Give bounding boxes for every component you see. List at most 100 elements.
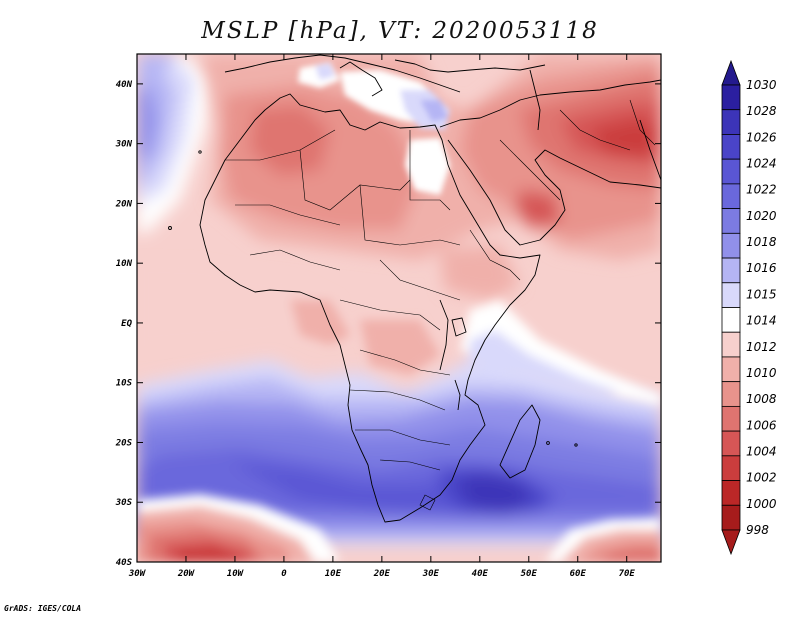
lon-tick-label: 30W bbox=[128, 569, 147, 579]
lat-tick-label: 20S bbox=[115, 438, 133, 448]
credit-label: GrADS: IGES/COLA bbox=[4, 604, 82, 613]
lat-tick-label: EQ bbox=[121, 319, 132, 329]
border-sahel-1 bbox=[299, 149, 411, 211]
atlantic-high bbox=[137, 54, 215, 235]
colorbar-label: 1016 bbox=[746, 261, 777, 275]
border-central-1 bbox=[379, 259, 461, 301]
longitude-axis: 30W 20W 10W 0 10E 20E 30E 40E 50E 60E 70E bbox=[128, 54, 636, 579]
lat-tick-label: 30S bbox=[115, 498, 133, 508]
caspian-coast bbox=[529, 69, 541, 131]
border-south-3 bbox=[379, 459, 441, 471]
colorbar-swatch bbox=[721, 455, 741, 481]
colorbar-swatch bbox=[721, 405, 741, 432]
colorbar-label: 1028 bbox=[746, 104, 777, 118]
colorbar-label: 1000 bbox=[746, 497, 777, 511]
italy-coast bbox=[339, 61, 383, 97]
border-west-africa bbox=[235, 204, 341, 226]
colorbar-swatch bbox=[721, 331, 741, 358]
lat-tick-label: 40N bbox=[116, 80, 133, 90]
lon-tick-label: 10E bbox=[325, 569, 342, 579]
colorbar-swatch bbox=[721, 109, 741, 135]
border-central-asia bbox=[629, 99, 656, 146]
island-canaries bbox=[198, 150, 202, 154]
africa-coastline bbox=[199, 93, 541, 523]
island-cape-verde bbox=[168, 226, 172, 230]
equatorial-band bbox=[137, 260, 661, 405]
colorbar-label: 998 bbox=[746, 523, 769, 537]
lon-tick-label: 30E bbox=[422, 569, 440, 579]
lon-tick-label: 70E bbox=[619, 569, 636, 579]
border-central-3 bbox=[359, 349, 451, 376]
middle-east-coast-north bbox=[439, 79, 661, 128]
colorbar-label: 1026 bbox=[746, 130, 777, 144]
island-reunion bbox=[574, 443, 578, 447]
colorbar-swatch bbox=[721, 381, 741, 407]
border-central-2 bbox=[339, 299, 441, 331]
colorbar-swatch bbox=[721, 430, 741, 457]
colorbar-label: 1024 bbox=[746, 157, 777, 171]
mediterranean-patches bbox=[298, 62, 450, 195]
colorbar-swatch bbox=[721, 208, 741, 234]
southern-high-belt bbox=[137, 345, 661, 545]
colorbar-label: 1030 bbox=[746, 78, 777, 92]
border-south-2 bbox=[355, 429, 451, 446]
colorbar-label: 1012 bbox=[746, 340, 777, 354]
colorbar-label: 1014 bbox=[746, 314, 777, 328]
colorbar-label: 1020 bbox=[746, 209, 777, 223]
border-arabia bbox=[499, 139, 561, 201]
lon-tick-label: 20W bbox=[177, 569, 196, 579]
border-gulf-guinea bbox=[249, 249, 341, 271]
colorbar-label: 1008 bbox=[746, 392, 777, 406]
island-mauritius bbox=[546, 441, 550, 445]
latitude-axis: 40N 30N 20N 10N EQ 10S 20S 30S 40S bbox=[115, 80, 661, 568]
colorbar-swatch bbox=[721, 307, 741, 333]
plot-frame bbox=[136, 53, 662, 563]
map-title: MSLP [hPa], VT: 2020053118 bbox=[201, 18, 599, 44]
coastlines bbox=[168, 54, 661, 523]
colorbar-label: 1006 bbox=[746, 418, 777, 432]
colorbar-swatch bbox=[721, 134, 741, 160]
colorbar-bottom-arrow bbox=[721, 529, 741, 556]
lat-tick-label: 30N bbox=[115, 140, 133, 150]
colorbar-label: 1010 bbox=[746, 366, 777, 380]
border-egypt-sudan bbox=[409, 130, 451, 211]
colorbar-label: 1018 bbox=[746, 235, 777, 249]
black-sea-coast bbox=[394, 59, 546, 73]
lake-victoria bbox=[451, 317, 467, 337]
lat-tick-label: 10S bbox=[116, 379, 133, 389]
colorbar-swatch bbox=[721, 257, 741, 284]
colorbar: 1030 1028 1026 1024 1022 1020 1018 1016 1015 1014… bbox=[721, 59, 777, 556]
southern-lows bbox=[137, 494, 661, 562]
lat-tick-label: 20N bbox=[115, 199, 133, 209]
border-horn bbox=[469, 229, 521, 281]
colorbar-swatch bbox=[721, 158, 741, 185]
border-south-1 bbox=[349, 389, 446, 411]
lon-tick-label: 40E bbox=[472, 569, 489, 579]
indian-coast bbox=[639, 119, 661, 181]
colorbar-label: 1015 bbox=[746, 287, 777, 301]
lake-tanganyika bbox=[439, 299, 449, 371]
colorbar-swatch bbox=[721, 84, 741, 111]
border-lesotho bbox=[419, 494, 436, 511]
colorbar-label: 1022 bbox=[746, 183, 777, 197]
border-sahel-2 bbox=[359, 184, 461, 246]
lon-tick-label: 60E bbox=[570, 569, 587, 579]
madagascar-coastline bbox=[499, 404, 541, 479]
mediterranean-north-coast bbox=[224, 54, 461, 93]
lon-tick-label: 20E bbox=[373, 569, 391, 579]
colorbar-label: 1002 bbox=[746, 471, 777, 485]
border-sahara-north bbox=[225, 129, 336, 161]
colorbar-swatch bbox=[721, 356, 741, 383]
lake-malawi bbox=[454, 379, 461, 411]
colorbar-swatch bbox=[721, 504, 741, 531]
border-iran bbox=[559, 109, 631, 151]
colorbar-swatch bbox=[721, 183, 741, 210]
lon-tick-label: 10W bbox=[227, 569, 245, 579]
lon-tick-label: 50E bbox=[521, 569, 538, 579]
colorbar-top-arrow bbox=[721, 59, 741, 86]
colorbar-label: 1004 bbox=[746, 445, 777, 459]
country-borders bbox=[225, 99, 656, 511]
lat-tick-label: 10N bbox=[116, 259, 133, 269]
lat-tick-label: 40S bbox=[116, 558, 133, 568]
